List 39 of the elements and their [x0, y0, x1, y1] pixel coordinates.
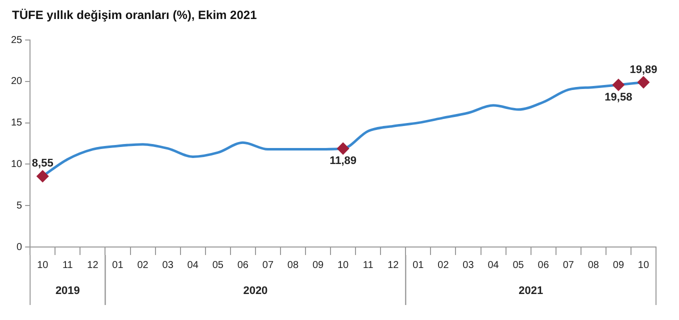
y-tick-label: 15 [11, 118, 23, 129]
x-tick-label: 03 [162, 260, 174, 271]
x-tick-label: 08 [588, 260, 600, 271]
x-tick-label: 05 [212, 260, 224, 271]
data-label: 19,89 [630, 64, 658, 76]
y-tick-label: 5 [16, 200, 23, 212]
x-tick-label: 11 [362, 260, 374, 271]
x-tick-label: 10 [338, 260, 350, 271]
y-tick-label: 25 [11, 34, 23, 46]
x-tick-label: 01 [412, 260, 424, 271]
x-tick-label: 04 [187, 260, 199, 271]
x-tick-label: 06 [237, 260, 249, 271]
data-label: 11,89 [330, 155, 357, 168]
x-tick-label: 03 [462, 260, 474, 271]
x-tick-label: 12 [87, 260, 99, 271]
x-tick-label: 07 [562, 260, 574, 271]
x-tick-label: 02 [438, 260, 450, 271]
x-tick-label: 02 [137, 260, 149, 271]
y-tick-label: 0 [16, 242, 23, 253]
x-tick-label: 06 [538, 260, 550, 271]
x-tick-label: 08 [287, 260, 299, 271]
x-tick-label: 07 [262, 260, 274, 271]
x-tick-label: 11 [62, 260, 74, 271]
text: 2021 [518, 285, 544, 298]
text: 2019 [55, 285, 80, 298]
chart-title: TÜFE yıllık değişim oranları (%), Ekim 2021 [12, 8, 258, 22]
x-tick-label: 09 [612, 260, 624, 271]
x-tick-label: 12 [388, 260, 400, 271]
x-tick-label: 10 [37, 260, 49, 271]
x-tick-label: 10 [638, 260, 650, 271]
x-tick-label: 05 [512, 260, 524, 271]
x-tick-label: 09 [312, 260, 324, 271]
x-tick-label: 01 [112, 260, 124, 271]
y-tick-label: 10 [11, 158, 23, 170]
y-tick-label: 20 [11, 76, 23, 88]
data-label: 8,55 [32, 158, 54, 170]
text: 2020 [243, 285, 268, 298]
data-label: 19,58 [604, 91, 632, 104]
x-tick-label: 04 [488, 260, 500, 271]
